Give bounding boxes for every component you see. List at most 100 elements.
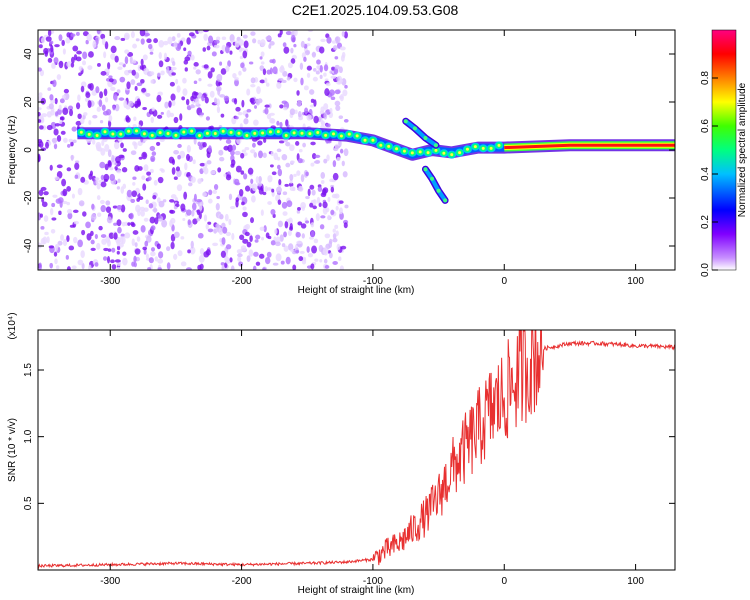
noise-speckle: [125, 116, 131, 123]
noise-speckle: [63, 137, 68, 143]
noise-speckle: [180, 261, 187, 267]
noise-speckle: [321, 121, 326, 126]
noise-speckle: [220, 113, 225, 118]
noise-speckle: [47, 57, 53, 63]
noise-speckle: [92, 114, 98, 119]
noise-speckle: [66, 185, 71, 192]
noise-speckle: [279, 121, 283, 128]
noise-speckle: [297, 221, 303, 226]
ridge-blob-core: [142, 132, 146, 136]
noise-speckle: [270, 209, 276, 215]
noise-speckle: [190, 176, 196, 183]
noise-speckle: [197, 264, 202, 270]
noise-speckle: [274, 228, 278, 235]
noise-speckle: [182, 88, 188, 96]
noise-speckle: [40, 97, 46, 105]
noise-speckle: [312, 76, 318, 82]
noise-speckle: [59, 119, 63, 124]
noise-speckle: [242, 67, 247, 72]
noise-speckle: [141, 87, 147, 93]
noise-speckle: [141, 151, 148, 160]
noise-speckle: [212, 189, 217, 194]
noise-speckle: [95, 177, 99, 186]
noise-speckle: [121, 167, 128, 173]
noise-speckle: [41, 201, 48, 208]
noise-speckle: [249, 235, 253, 242]
noise-speckle: [253, 105, 258, 109]
noise-speckle: [270, 240, 276, 246]
ridge-blob-core: [190, 129, 194, 133]
noise-speckle: [319, 259, 323, 263]
noise-speckle: [278, 178, 282, 186]
noise-speckle: [336, 80, 342, 85]
noise-speckle: [92, 40, 97, 49]
noise-speckle: [62, 48, 66, 55]
noise-speckle: [158, 40, 165, 48]
noise-speckle: [223, 173, 227, 177]
noise-speckle: [102, 256, 108, 261]
noise-speckle: [322, 247, 329, 256]
noise-speckle: [286, 200, 293, 208]
noise-speckle: [244, 231, 250, 237]
noise-speckle: [117, 178, 121, 183]
noise-speckle: [188, 32, 195, 37]
ridge-blob-core: [379, 143, 383, 147]
ridge-blob-core: [127, 129, 131, 133]
noise-speckle: [75, 120, 82, 126]
noise-speckle: [223, 95, 230, 102]
noise-speckle: [131, 261, 136, 267]
noise-speckle: [244, 147, 250, 151]
noise-speckle: [57, 240, 63, 246]
noise-speckle: [144, 240, 149, 247]
noise-speckle: [307, 188, 311, 197]
noise-speckle: [313, 160, 320, 164]
noise-speckle: [284, 220, 289, 229]
noise-speckle: [156, 141, 161, 146]
noise-speckle: [43, 191, 49, 196]
noise-speckle: [60, 234, 64, 241]
noise-speckle: [310, 263, 315, 270]
noise-speckle: [310, 230, 315, 238]
noise-speckle: [306, 114, 312, 121]
noise-speckle: [88, 264, 92, 270]
noise-speckle: [76, 50, 82, 55]
noise-speckle: [116, 245, 121, 251]
noise-speckle: [284, 183, 289, 187]
ridge-blob-core: [135, 129, 139, 133]
noise-speckle: [148, 257, 154, 264]
noise-speckle: [112, 105, 116, 111]
noise-speckle: [97, 63, 101, 67]
noise-speckle: [182, 77, 187, 84]
noise-speckle: [169, 209, 174, 214]
ridge-blob-core: [79, 130, 83, 134]
noise-speckle: [290, 35, 296, 43]
noise-speckle: [117, 226, 122, 234]
noise-speckle: [170, 194, 177, 199]
noise-speckle: [258, 253, 265, 259]
noise-speckle: [334, 100, 341, 107]
noise-speckle: [303, 56, 307, 62]
noise-speckle: [80, 85, 85, 93]
noise-speckle: [49, 208, 54, 216]
noise-speckle: [343, 31, 348, 39]
noise-speckle: [305, 171, 309, 177]
noise-speckle: [135, 38, 140, 42]
noise-speckle: [285, 256, 291, 265]
y-tick-label: 1.0: [23, 429, 34, 443]
noise-speckle: [130, 79, 136, 85]
noise-speckle: [252, 265, 257, 270]
noise-speckle: [216, 106, 221, 114]
noise-speckle: [230, 265, 235, 270]
ridge-blob-core: [347, 132, 351, 136]
noise-speckle: [169, 112, 175, 118]
noise-speckle: [193, 80, 198, 85]
noise-speckle: [261, 236, 265, 241]
noise-speckle: [266, 251, 272, 258]
noise-speckle: [100, 33, 106, 40]
noise-speckle: [131, 69, 136, 76]
noise-speckle: [38, 107, 42, 111]
noise-speckle: [72, 209, 79, 214]
noise-speckle: [110, 86, 116, 91]
noise-speckle: [60, 116, 65, 121]
noise-speckle: [184, 56, 191, 62]
